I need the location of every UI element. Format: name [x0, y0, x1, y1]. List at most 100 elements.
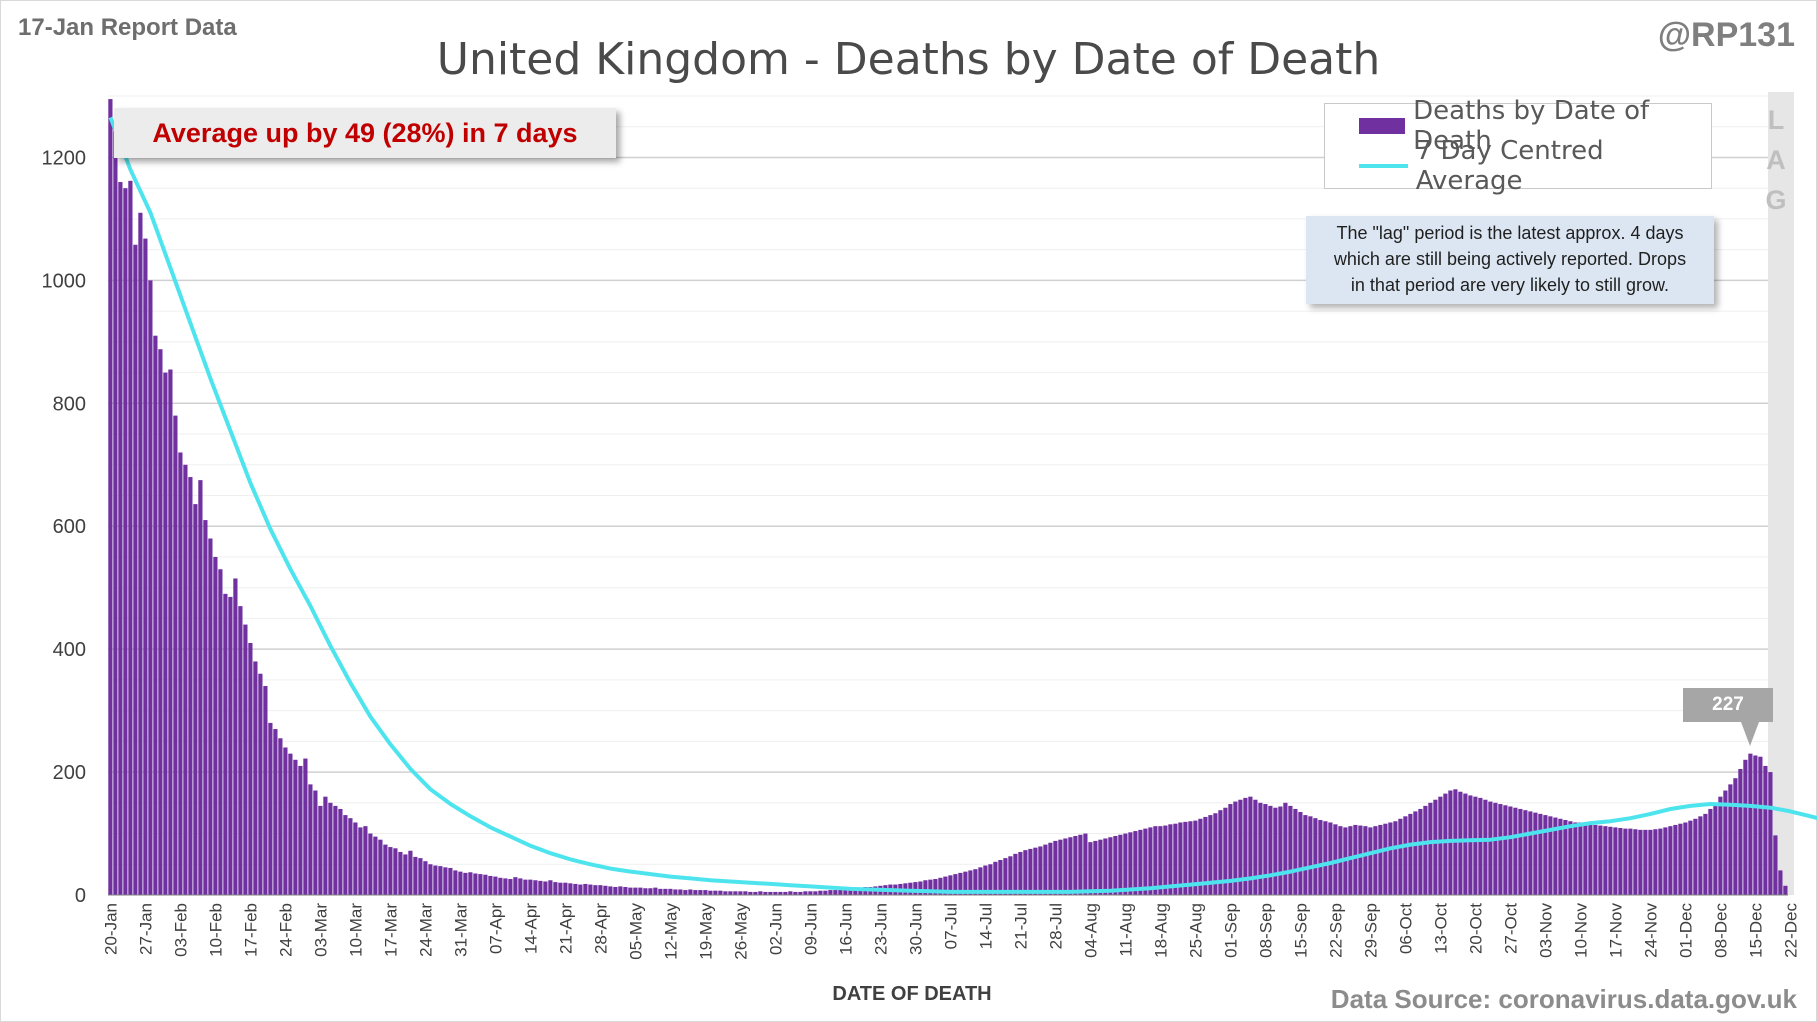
- bar: [1493, 802, 1498, 895]
- bar: [948, 875, 953, 895]
- x-tick-label: 19-May: [697, 903, 716, 960]
- bar: [973, 869, 978, 895]
- bar: [1088, 842, 1093, 895]
- bar: [658, 888, 663, 895]
- bar: [703, 890, 708, 895]
- bar: [1098, 839, 1103, 895]
- bar: [1573, 822, 1578, 895]
- x-tick-label: 23-Jun: [872, 903, 891, 955]
- bar: [1728, 784, 1733, 895]
- bar: [858, 887, 863, 895]
- bar: [1678, 823, 1683, 895]
- bar: [333, 805, 338, 895]
- bar: [758, 891, 763, 895]
- bar: [1633, 829, 1638, 895]
- bar: [1523, 810, 1528, 895]
- x-tick-label: 18-Aug: [1152, 903, 1171, 958]
- y-tick-label: 800: [53, 393, 86, 415]
- x-tick-label: 08-Sep: [1257, 903, 1276, 958]
- x-tick-label: 25-Aug: [1187, 903, 1206, 958]
- bars: [108, 99, 1788, 896]
- x-tick-label: 11-Aug: [1117, 903, 1136, 957]
- bar: [1383, 823, 1388, 895]
- bar: [613, 887, 618, 895]
- y-tick-label: 200: [53, 762, 86, 784]
- x-tick-label: 17-Mar: [382, 903, 401, 957]
- bar: [353, 822, 358, 895]
- bar: [1323, 821, 1328, 895]
- bar: [1083, 833, 1088, 895]
- bar: [1203, 816, 1208, 895]
- bar: [993, 861, 998, 895]
- bar: [283, 747, 288, 895]
- bar: [278, 738, 283, 895]
- bar: [1443, 793, 1448, 895]
- bar: [1613, 827, 1618, 895]
- x-tick-label: 03-Nov: [1537, 903, 1556, 958]
- bar: [153, 335, 158, 895]
- bar: [1768, 772, 1773, 895]
- y-tick-label: 400: [53, 639, 86, 661]
- bar: [1703, 813, 1708, 895]
- bar: [268, 722, 273, 895]
- bar: [1308, 816, 1313, 895]
- bar: [963, 871, 968, 895]
- bar: [718, 890, 723, 895]
- y-axis-ticks: 0 200 400 600 800 1000 1200: [42, 147, 87, 907]
- bar: [1178, 822, 1183, 895]
- bar: [1378, 824, 1383, 895]
- bar: [553, 882, 558, 895]
- bar: [1068, 837, 1073, 895]
- bar: [1393, 821, 1398, 895]
- chart-legend: Deaths by Date of Death 7 Day Centred Av…: [1324, 96, 1712, 196]
- bar: [693, 890, 698, 895]
- bar: [138, 212, 143, 895]
- bar: [1238, 799, 1243, 895]
- bar: [783, 891, 788, 895]
- bar: [1553, 817, 1558, 895]
- bar: [968, 870, 973, 895]
- bar: [243, 624, 248, 895]
- bar: [1543, 815, 1548, 895]
- bar: [1603, 826, 1608, 895]
- bar: [1738, 769, 1743, 895]
- x-tick-label: 27-Oct: [1502, 903, 1521, 954]
- bar: [738, 891, 743, 895]
- report-date-label: 17-Jan Report Data: [18, 14, 237, 41]
- x-tick-label: 01-Dec: [1677, 903, 1696, 958]
- bar: [133, 244, 138, 895]
- lag-note-line: which are still being actively reported.…: [1333, 249, 1687, 269]
- lag-label: L A G: [1760, 100, 1792, 220]
- bar: [1038, 846, 1043, 895]
- bar: [1643, 829, 1648, 895]
- bar: [1388, 822, 1393, 895]
- bar: [558, 882, 563, 895]
- x-tick-label: 10-Feb: [207, 903, 226, 957]
- bar: [383, 844, 388, 895]
- bar: [1438, 796, 1443, 895]
- bar: [1223, 807, 1228, 895]
- bar: [578, 884, 583, 895]
- bar: [338, 808, 343, 895]
- bar: [518, 878, 523, 895]
- bar: [123, 188, 128, 895]
- bar: [1138, 829, 1143, 895]
- x-tick-label: 03-Mar: [312, 903, 331, 957]
- bar: [1488, 801, 1493, 895]
- bar: [588, 884, 593, 895]
- bar: [1108, 837, 1113, 895]
- bar: [168, 369, 173, 895]
- bar: [1458, 791, 1463, 895]
- y-tick-label: 1000: [42, 270, 87, 292]
- bar: [128, 180, 133, 896]
- bar: [638, 887, 643, 895]
- bar: [478, 874, 483, 895]
- bar: [503, 878, 508, 895]
- bar: [328, 802, 333, 895]
- bar: [728, 891, 733, 895]
- bar: [1248, 796, 1253, 895]
- bar: [1508, 806, 1513, 895]
- x-tick-label: 24-Nov: [1642, 903, 1661, 958]
- bar: [1293, 808, 1298, 895]
- bar: [188, 477, 193, 895]
